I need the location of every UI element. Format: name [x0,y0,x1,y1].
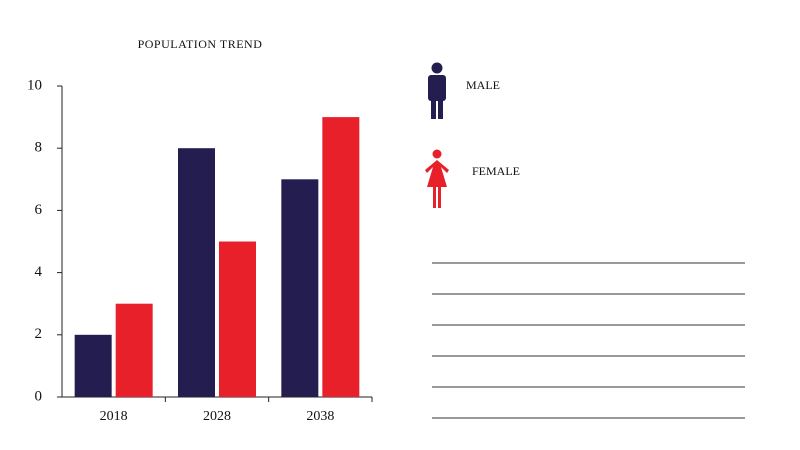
y-tick-label: 8 [35,140,43,156]
x-tick-label: 2028 [203,409,231,424]
x-tick-label: 2018 [100,409,128,424]
y-tick-label: 10 [27,77,42,93]
legend-icon [431,62,443,74]
legend-label: MALE [466,78,500,92]
bar [115,303,153,397]
note-lines [432,262,745,419]
x-tick-label: 2038 [306,409,334,424]
y-tick-label: 0 [35,388,43,404]
legend-label: FEMALE [472,164,520,178]
bar [322,117,360,397]
y-tick-label: 6 [35,202,43,218]
y-tick-label: 2 [35,326,43,342]
bar [219,241,256,397]
legend-icon [438,186,441,208]
legend-icon [431,98,436,119]
legend-icon [432,149,442,159]
legend-icon [433,186,436,208]
bar [178,148,215,397]
legend-icon [428,75,446,101]
y-tick-label: 4 [35,264,43,280]
legend-icon [425,160,449,187]
chart-title: POPULATION TREND [138,37,263,51]
bar [74,334,112,397]
bar [281,179,319,397]
legend-icon [438,98,443,119]
